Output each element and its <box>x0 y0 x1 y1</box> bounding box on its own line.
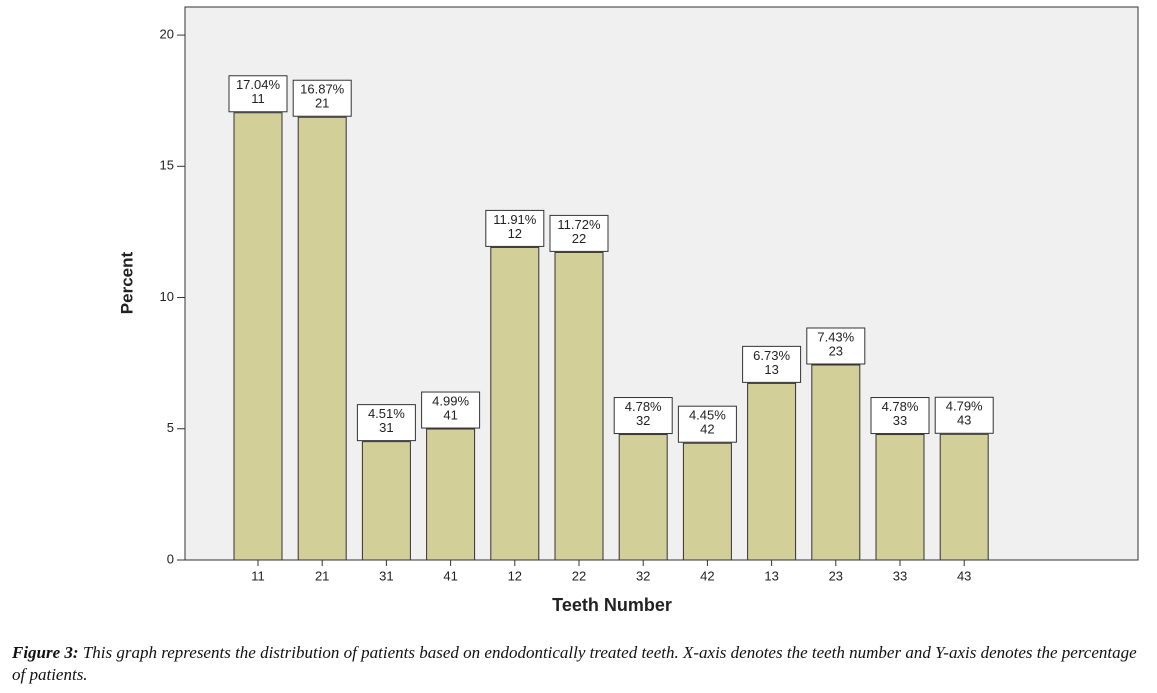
data-label-category: 41 <box>443 407 457 422</box>
y-tick-label: 10 <box>160 289 174 304</box>
data-label-box <box>356 404 416 442</box>
x-tick-label: 13 <box>764 568 778 583</box>
x-tick-label: 32 <box>636 568 650 583</box>
data-label-category: 11 <box>251 91 265 106</box>
data-label: 4.51% <box>368 406 405 421</box>
bar <box>490 246 540 561</box>
x-tick-label: 21 <box>315 568 329 583</box>
bar <box>618 434 668 561</box>
data-label-box <box>228 75 288 113</box>
data-label: 16.87% <box>300 82 345 97</box>
data-label-box <box>934 396 994 434</box>
data-label-box <box>613 397 673 435</box>
data-label: 11.91% <box>493 212 537 227</box>
data-label-box <box>806 327 866 365</box>
data-label: 7.43% <box>817 329 854 344</box>
x-tick-label: 11 <box>251 568 265 583</box>
chart: Teeth Number Percent 051015201117.04%112… <box>117 6 1139 615</box>
x-tick-label: 23 <box>829 568 843 583</box>
data-label: 4.79% <box>946 399 983 414</box>
y-axis-label: Percent <box>117 251 136 314</box>
data-label-category: 21 <box>315 96 329 111</box>
data-label-box <box>742 345 802 383</box>
bar <box>747 382 797 561</box>
caption-text: This graph represents the distribution o… <box>12 643 1137 684</box>
data-label: 4.78% <box>882 399 919 414</box>
bar <box>233 112 283 561</box>
bar <box>554 251 604 561</box>
data-label-box <box>421 391 481 429</box>
y-tick-label: 0 <box>167 551 174 566</box>
data-label-category: 33 <box>893 413 907 428</box>
data-label: 17.04% <box>236 77 281 92</box>
x-tick-label: 31 <box>379 568 393 583</box>
bar <box>875 434 925 561</box>
bar <box>426 428 476 561</box>
caption: Figure 3: This graph represents the dist… <box>12 642 1147 686</box>
data-label-category: 32 <box>636 413 650 428</box>
bar <box>297 116 347 561</box>
data-label: 4.78% <box>625 399 662 414</box>
data-label: 11.72% <box>557 217 601 232</box>
bar <box>361 441 411 561</box>
data-label: 4.45% <box>689 408 726 423</box>
data-label-box <box>870 397 930 435</box>
data-label-category: 43 <box>957 413 971 428</box>
caption-label: Figure 3: <box>12 643 79 662</box>
x-tick-label: 41 <box>443 568 457 583</box>
x-tick-label: 12 <box>508 568 522 583</box>
data-label-box <box>549 214 609 252</box>
x-tick-label: 33 <box>893 568 907 583</box>
x-tick-label: 22 <box>572 568 586 583</box>
data-label: 6.73% <box>753 348 790 363</box>
data-label-category: 23 <box>829 343 843 358</box>
bar <box>682 442 732 561</box>
y-tick-label: 15 <box>160 158 174 173</box>
data-label-box <box>485 209 545 247</box>
data-label-category: 31 <box>379 420 393 435</box>
data-label-box <box>677 405 737 443</box>
y-tick-label: 5 <box>167 420 174 435</box>
bar <box>811 364 861 561</box>
x-tick-label: 43 <box>957 568 971 583</box>
data-label-category: 22 <box>572 231 586 246</box>
y-tick-label: 20 <box>160 27 174 42</box>
x-tick-label: 42 <box>700 568 714 583</box>
data-label: 4.99% <box>432 393 469 408</box>
data-label-box <box>292 79 352 117</box>
data-label-category: 13 <box>764 362 778 377</box>
bar <box>939 433 989 561</box>
data-label-category: 12 <box>508 226 522 241</box>
data-label-category: 42 <box>700 422 714 437</box>
x-axis-label: Teeth Number <box>552 595 672 615</box>
